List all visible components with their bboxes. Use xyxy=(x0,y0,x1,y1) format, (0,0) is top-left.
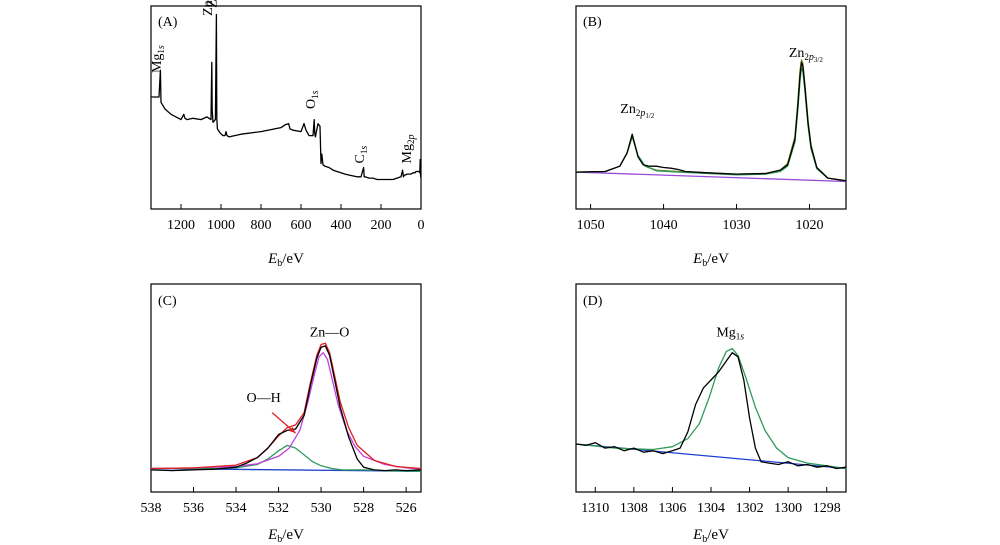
panel-a-annotation-c-1s: C1s xyxy=(353,146,370,164)
panel-d-xtick-label-1300: 1300 xyxy=(774,501,802,516)
panel-a-xtick-label-1000: 1000 xyxy=(207,218,235,233)
panel-b-series-data xyxy=(575,61,847,182)
panel-c-xlabel-unit: /eV xyxy=(282,527,304,543)
panel-b-series-baseline xyxy=(575,171,847,183)
panel-d-series-data xyxy=(575,352,847,470)
panel-a-xtick-label-800: 800 xyxy=(251,218,272,233)
panel-b-xlabel-e: E xyxy=(692,251,702,267)
panel-a-annotation-zn-2p1-2: Zn2p1/2 xyxy=(201,0,219,16)
panel-a-label: (A) xyxy=(158,15,178,30)
panel-d-series-fit-green xyxy=(575,347,847,470)
panel-b-xtick-label-1050: 1050 xyxy=(577,218,605,233)
panel-d-frame xyxy=(575,283,847,493)
panel-d-ticks: 1310 1308 1306 1304 1302 1300 1298 xyxy=(581,487,841,516)
panel-a-annotation-o-1s: O1s xyxy=(304,90,321,109)
panel-a-xtick-label-600: 600 xyxy=(291,218,312,233)
panel-a-annotation-mg-1s: Mg1s xyxy=(150,45,167,73)
panel-a-annotation-mg-2p: Mg2p xyxy=(400,135,417,164)
panel-a: (A) 1200 1000 800 600 400 200 0 Mg1s Zn2p1/2Zn2… xyxy=(150,0,425,269)
panel-b-xtick-label-1040: 1040 xyxy=(650,218,678,233)
panel-d-xtick-label-1298: 1298 xyxy=(813,501,841,516)
panel-d-xlabel-unit: /eV xyxy=(707,527,729,543)
panel-d-xtick-label-1306: 1306 xyxy=(658,501,686,516)
panel-c-xlabel-e: E xyxy=(267,527,277,543)
panel-b-xlabel-b: b xyxy=(702,258,707,269)
panel-c-xtick-label-536: 536 xyxy=(183,501,204,516)
panel-b: (B) 1050 1040 1030 1020 Zn2p1/2 Zn2p3/2 Eb/e… xyxy=(575,5,847,269)
panel-d-xlabel-b: b xyxy=(702,534,707,545)
panel-c-label: (C) xyxy=(158,294,177,309)
panel-b-xlabel: Eb/eV xyxy=(692,251,729,269)
panel-a-xlabel-e: E xyxy=(267,251,277,267)
panel-d-xtick-label-1310: 1310 xyxy=(581,501,609,516)
panel-b-label: (B) xyxy=(583,15,602,30)
panel-d-xtick-label-1302: 1302 xyxy=(736,501,764,516)
panel-b-ticks: 1050 1040 1030 1020 xyxy=(577,204,824,233)
panel-c-annotation-zn-o: Zn—O xyxy=(310,325,350,340)
panel-b-annotation-zn-2p1-2: Zn2p1/2 xyxy=(620,102,655,120)
panel-c-xtick-label-532: 532 xyxy=(268,501,289,516)
panel-c-annotations: Zn—O O—H xyxy=(247,325,350,405)
panel-c-annotation-o-h: O—H xyxy=(247,391,281,406)
panel-b-series xyxy=(575,59,847,183)
panel-a-xtick-label-200: 200 xyxy=(371,218,392,233)
panel-d-xtick-label-1308: 1308 xyxy=(620,501,648,516)
panel-d-series xyxy=(575,347,847,470)
panel-c-xtick-label-538: 538 xyxy=(141,501,162,516)
panel-b-annotations: Zn2p1/2 Zn2p3/2 xyxy=(620,46,823,120)
panel-b-annotation-zn-2p3-2: Zn2p3/2 xyxy=(789,46,824,64)
panel-a-ticks: 1200 1000 800 600 400 200 0 xyxy=(167,204,425,233)
panel-a-series-survey xyxy=(151,13,422,181)
panel-d-xlabel: Eb/eV xyxy=(692,527,729,545)
panel-a-xlabel-b: b xyxy=(277,258,282,269)
panel-a-annotation-zn-2p3-2: Zn2p3/2 xyxy=(206,0,224,8)
panel-c-series-oh-component xyxy=(151,444,422,472)
panel-a-xtick-label-1200: 1200 xyxy=(167,218,195,233)
panel-c-xtick-label-534: 534 xyxy=(226,501,247,516)
panel-d-xlabel-e: E xyxy=(692,527,702,543)
panel-c-series-data xyxy=(150,345,422,472)
panel-c-oh-arrow-head xyxy=(288,426,296,434)
panel-a-frame xyxy=(150,5,422,210)
panel-c-ticks: 538 536 534 532 530 528 526 xyxy=(141,487,417,516)
panel-c-series xyxy=(150,342,422,472)
panel-a-xlabel: Eb/eV xyxy=(267,251,304,269)
panel-c-series-envelope xyxy=(150,342,422,470)
panel-d: (D) 1310 1308 1306 1304 1302 1300 1298 Mg1s Eb… xyxy=(575,283,847,545)
panel-c-xtick-label-526: 526 xyxy=(396,501,417,516)
panel-c-xlabel-b: b xyxy=(277,534,282,545)
panel-a-xtick-label-400: 400 xyxy=(331,218,352,233)
panel-b-series-fit-olive xyxy=(575,59,847,182)
panel-c-xtick-label-528: 528 xyxy=(353,501,374,516)
panel-a-xtick-label-0: 0 xyxy=(418,218,425,233)
panel-d-annotation-mg-1s: Mg1s xyxy=(716,325,744,342)
panel-c-series-zno-component xyxy=(150,352,422,470)
panel-a-xlabel-unit: /eV xyxy=(282,251,304,267)
panel-a-series xyxy=(151,13,422,181)
panel-d-annotations: Mg1s xyxy=(716,325,744,342)
panel-c-frame xyxy=(150,283,422,493)
panel-c-xlabel: Eb/eV xyxy=(267,527,304,545)
panel-c: (C) 538 536 534 532 530 528 526 Zn—O O—H Eb/eV xyxy=(141,283,422,545)
panel-d-xtick-label-1304: 1304 xyxy=(697,501,725,516)
panel-b-xtick-label-1020: 1020 xyxy=(796,218,824,233)
panel-b-xtick-label-1030: 1030 xyxy=(723,218,751,233)
panel-c-xtick-label-530: 530 xyxy=(311,501,332,516)
panel-d-label: (D) xyxy=(583,294,603,309)
panel-b-xlabel-unit: /eV xyxy=(707,251,729,267)
panel-b-frame xyxy=(575,5,847,210)
